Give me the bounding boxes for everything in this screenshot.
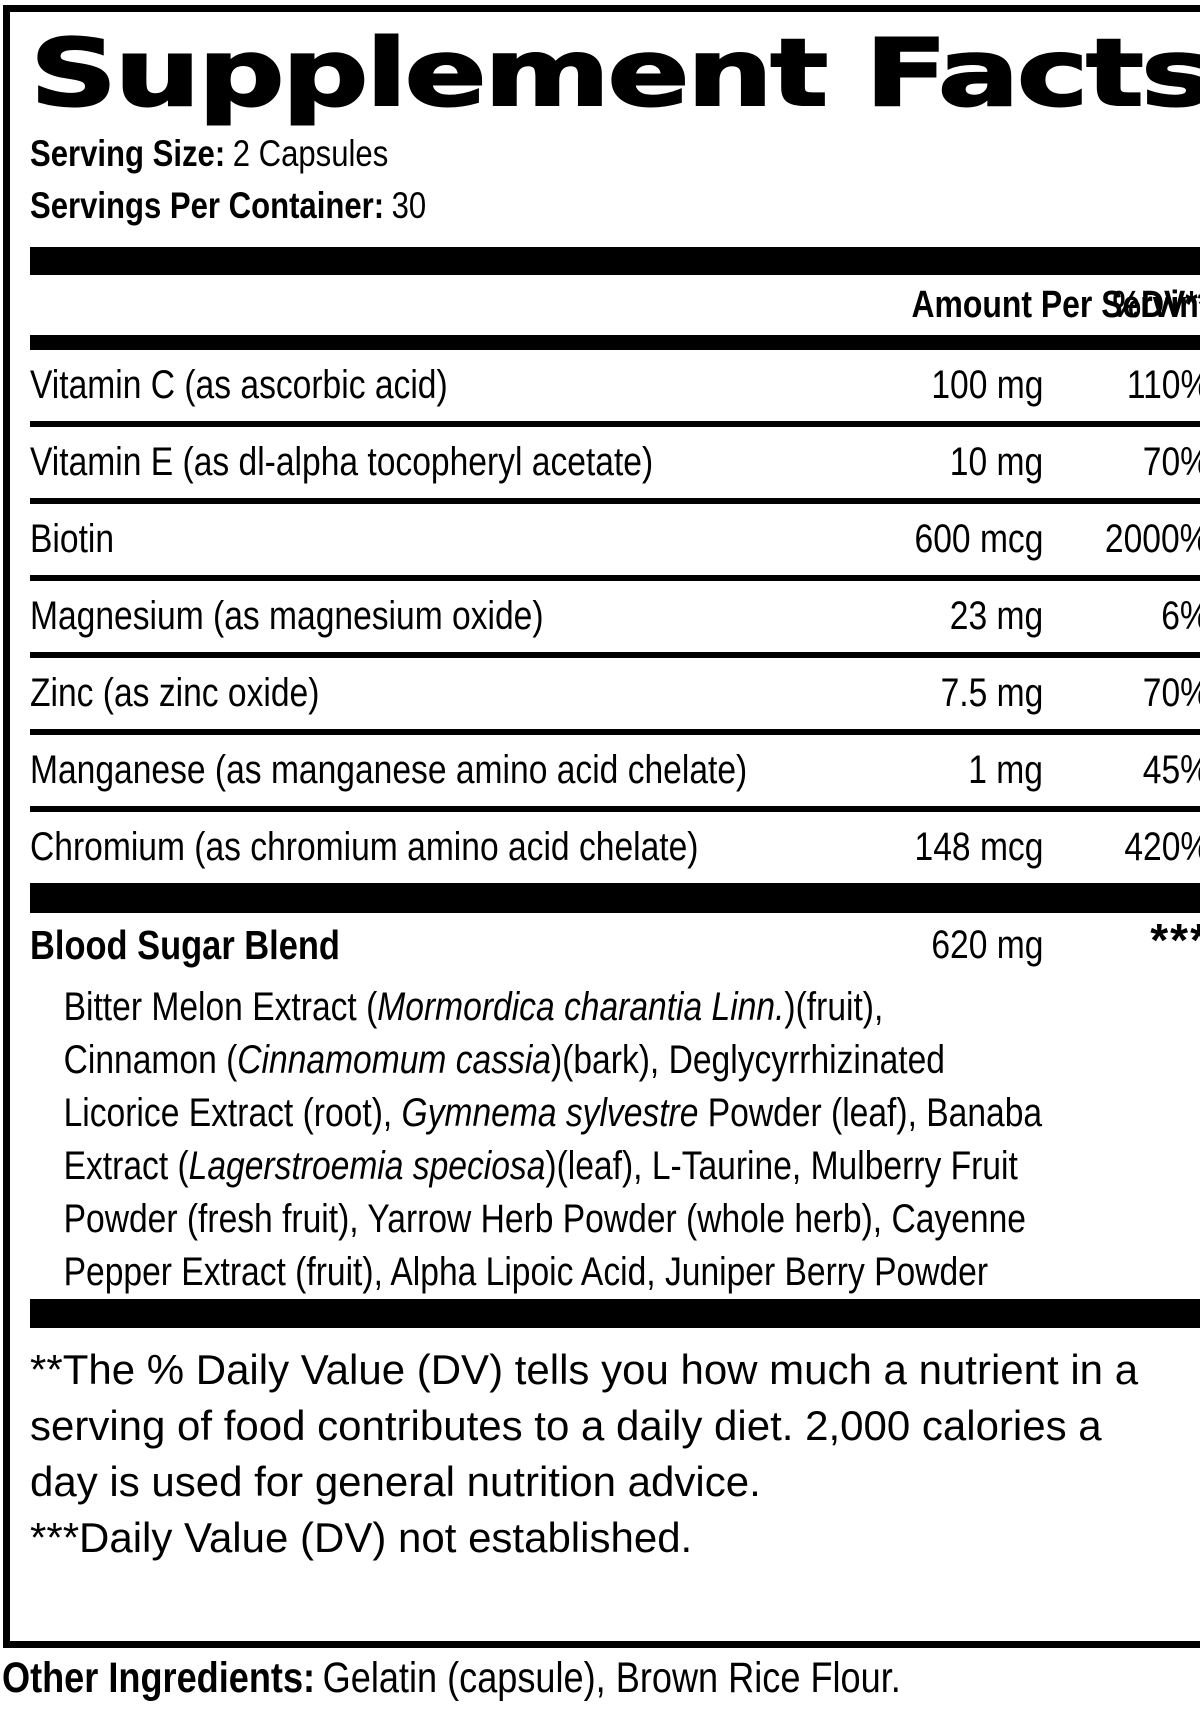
- serving-size-value: 2 Capsules: [232, 133, 389, 174]
- table-row: Vitamin E (as dl-alpha tocopheryl acetat…: [30, 427, 1200, 498]
- table-row: Zinc (as zinc oxide) 7.5 mg 70%: [30, 658, 1200, 729]
- dv-header: %DV**: [1112, 283, 1200, 326]
- nutrient-name: Manganese (as manganese amino acid chela…: [30, 748, 748, 792]
- row-separator: [30, 729, 1200, 735]
- nutrient-name: Zinc (as zinc oxide): [30, 671, 320, 715]
- row-separator: [30, 498, 1200, 504]
- amount-per-serving-header: Amount Per Serving: [911, 283, 1200, 326]
- nutrient-dv: 420%: [1124, 825, 1200, 869]
- supplement-facts-panel: Supplement Facts Serving Size: 2 Capsules…: [3, 5, 1200, 1648]
- table-row: Magnesium (as magnesium oxide) 23 mg 6%: [30, 581, 1200, 652]
- nutrient-amount: 10 mg: [949, 440, 1043, 484]
- row-separator: [30, 575, 1200, 581]
- blend-amount: 620 mg: [930, 922, 1043, 967]
- table-row: Manganese (as manganese amino acid chela…: [30, 735, 1200, 806]
- row-separator: [30, 652, 1200, 658]
- table-row: Vitamin C (as ascorbic acid) 100 mg 110%: [30, 350, 1200, 421]
- nutrient-amount: 23 mg: [949, 594, 1043, 638]
- medium-rule-under-header: [30, 335, 1200, 350]
- nutrient-dv: 110%: [1126, 363, 1200, 407]
- servings-per-container-label: Servings Per Container:: [30, 185, 385, 226]
- nutrient-amount: 1 mg: [968, 748, 1043, 792]
- nutrient-dv: 70%: [1142, 440, 1200, 484]
- page-title-text: Supplement Facts: [29, 19, 1200, 127]
- nutrient-amount: 600 mcg: [914, 517, 1043, 561]
- blend-dv-asterisks: ***: [1150, 914, 1200, 966]
- nutrient-name: Vitamin C (as ascorbic acid): [30, 363, 448, 407]
- footnotes: **The % Daily Value (DV) tells you how m…: [30, 1342, 1175, 1566]
- serving-size-line: Serving Size: 2 Capsules: [30, 132, 1200, 176]
- servings-per-container-value: 30: [391, 185, 427, 226]
- table-row: Biotin 600 mcg 2000%: [30, 504, 1200, 575]
- servings-per-container-line: Servings Per Container: 30: [30, 184, 1200, 228]
- blend-name: Blood Sugar Blend: [30, 921, 340, 968]
- nutrient-name: Magnesium (as magnesium oxide): [30, 594, 544, 638]
- nutrient-name: Vitamin E (as dl-alpha tocopheryl acetat…: [30, 440, 654, 484]
- nutrient-name: Biotin: [30, 517, 115, 561]
- table-header-row: Amount Per Serving %DV**: [30, 275, 1200, 335]
- row-separator: [30, 421, 1200, 427]
- table-row: Chromium (as chromium amino acid chelate…: [30, 812, 1200, 883]
- other-ingredients-line: Other Ingredients: Gelatin (capsule), Bro…: [2, 1653, 1072, 1703]
- blend-ingredient-list: Bitter Melon Extract (Mormordica charant…: [63, 985, 1043, 1294]
- blend-row: Blood Sugar Blend 620 mg ***: [30, 913, 1200, 977]
- nutrient-dv: 45%: [1142, 748, 1200, 792]
- nutrient-dv: 2000%: [1105, 517, 1200, 561]
- thick-rule-footnotes: [30, 1299, 1200, 1328]
- thick-rule-top: [30, 247, 1200, 275]
- serving-size-label: Serving Size:: [30, 133, 226, 174]
- thick-rule-blend: [30, 883, 1200, 913]
- other-ingredients-label: Other Ingredients:: [2, 1654, 316, 1702]
- nutrient-dv: 70%: [1142, 671, 1200, 715]
- other-ingredients-value: Gelatin (capsule), Brown Rice Flour.: [322, 1654, 901, 1702]
- nutrient-name: Chromium (as chromium amino acid chelate…: [30, 825, 699, 869]
- nutrient-dv: 6%: [1161, 594, 1200, 638]
- row-separator: [30, 806, 1200, 812]
- page-title: Supplement Facts: [29, 19, 1200, 127]
- nutrient-amount: 148 mcg: [914, 825, 1043, 869]
- daily-value-footnote: **The % Daily Value (DV) tells you how m…: [30, 1346, 1139, 1505]
- nutrient-amount: 7.5 mg: [940, 671, 1043, 715]
- nutrient-amount: 100 mg: [930, 363, 1043, 407]
- dv-not-established-footnote: ***Daily Value (DV) not established.: [30, 1514, 693, 1561]
